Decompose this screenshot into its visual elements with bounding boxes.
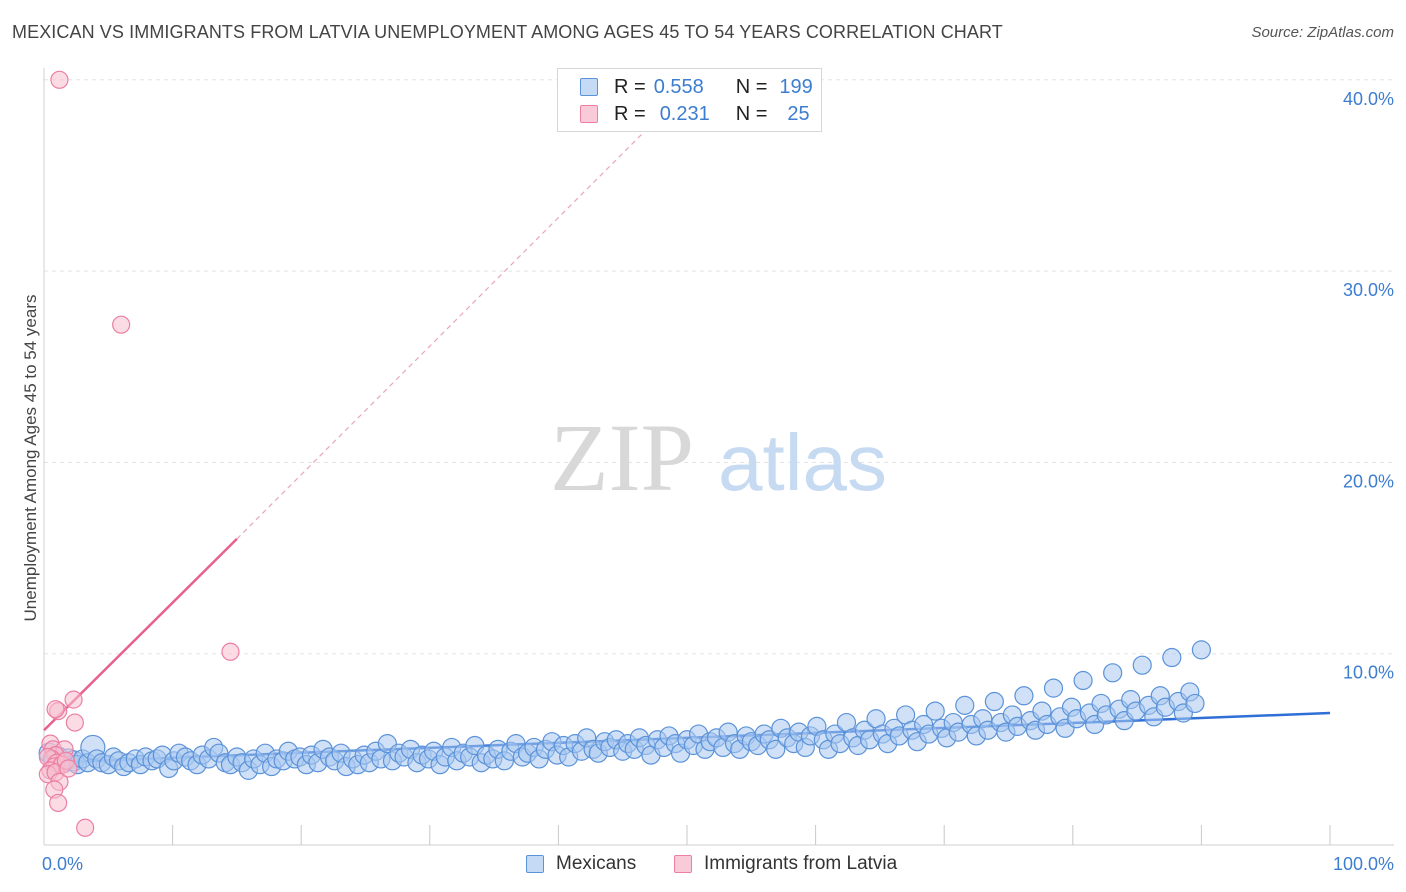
latvia-point	[76, 818, 95, 837]
latvia-point	[65, 713, 84, 732]
mexicans-point	[1191, 640, 1212, 660]
y-tick-label: 40.0%	[1343, 89, 1394, 109]
pink-swatch-icon	[674, 855, 692, 873]
chart-title: MEXICAN VS IMMIGRANTS FROM LATVIA UNEMPL…	[12, 22, 1003, 42]
data-points	[38, 70, 1212, 837]
latvia-point	[46, 700, 65, 719]
x-tick-label: 100.0%	[1333, 854, 1394, 874]
legend-r-value: 0.558	[653, 75, 704, 98]
mexicans-point	[1132, 655, 1152, 675]
latvia-point	[64, 690, 83, 709]
y-axis-title: Unemployment Among Ages 45 to 54 years	[21, 295, 40, 622]
legend-label: Mexicans	[556, 853, 637, 874]
mexicans-point	[766, 739, 786, 759]
y-tick-label: 20.0%	[1343, 471, 1394, 491]
legend-n-label: N =	[735, 102, 768, 125]
latvia-point	[50, 70, 69, 89]
latvia-point	[112, 315, 131, 334]
watermark-atlas: atlas	[718, 418, 887, 507]
latvia-trend-extension	[236, 127, 649, 540]
mexicans-point	[1103, 663, 1123, 683]
axes: 10.0% 20.0% 30.0% 40.0% 0.0% 100.0%	[42, 68, 1394, 874]
mexicans-point	[984, 691, 1004, 712]
blue-swatch-icon	[526, 855, 544, 873]
y-tick-label: 30.0%	[1343, 280, 1394, 300]
legend-n-value: 25	[787, 102, 810, 125]
legend-r-label: R =	[614, 75, 646, 98]
latvia-point	[59, 759, 78, 778]
mexicans-point	[1014, 686, 1034, 706]
legend-n-label: N =	[735, 75, 768, 98]
legend-row-latvia: R = 0.231 N = 25	[580, 101, 810, 127]
watermark-zip: ZIP	[550, 404, 694, 511]
pink-swatch-icon	[580, 105, 598, 123]
mexicans-point	[1185, 693, 1205, 714]
mexicans-point	[955, 695, 975, 715]
latvia-point	[49, 793, 68, 813]
legend-row-mexicans: R = 0.558 N = 199	[580, 74, 813, 100]
legend-item-latvia: Immigrants from Latvia	[674, 851, 897, 877]
legend-item-mexicans: Mexicans	[526, 851, 636, 877]
mexicans-point	[925, 701, 945, 721]
legend-r-label: R =	[614, 102, 646, 125]
blue-swatch-icon	[580, 78, 598, 96]
watermark: ZIP atlas	[550, 404, 887, 511]
latvia-point	[221, 642, 240, 661]
legend-r-value: 0.231	[659, 102, 710, 125]
legend-label: Immigrants from Latvia	[704, 853, 898, 874]
stats-legend: R = 0.558 N = 199 R = 0.231 N = 25	[557, 68, 822, 132]
chart-source: Source: ZipAtlas.com	[1251, 24, 1394, 41]
mexicans-point	[1162, 647, 1182, 668]
y-tick-label: 10.0%	[1343, 663, 1394, 683]
grid-lines	[44, 79, 1394, 655]
x-tick-label: 0.0%	[42, 854, 83, 874]
mexicans-point	[1073, 670, 1093, 691]
mexicans-point	[1043, 678, 1064, 698]
legend-n-value: 199	[779, 75, 813, 98]
